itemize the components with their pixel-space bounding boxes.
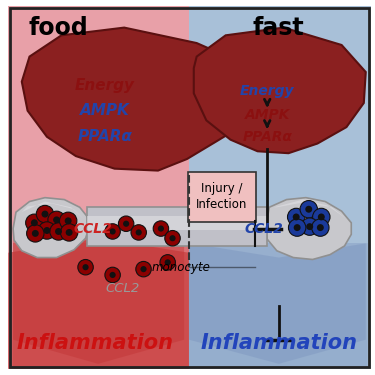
Circle shape: [31, 219, 38, 226]
Polygon shape: [22, 28, 261, 171]
Text: PPARα: PPARα: [78, 129, 132, 144]
Circle shape: [105, 224, 120, 239]
Circle shape: [110, 272, 116, 278]
Circle shape: [136, 261, 151, 277]
Circle shape: [165, 259, 171, 266]
FancyBboxPatch shape: [8, 6, 189, 369]
Text: monocyte: monocyte: [151, 261, 210, 274]
Polygon shape: [189, 243, 368, 369]
Circle shape: [170, 235, 176, 242]
Circle shape: [26, 214, 43, 231]
Text: Inflammation: Inflammation: [17, 333, 174, 352]
Text: Energy: Energy: [75, 78, 135, 93]
Circle shape: [27, 225, 44, 242]
Circle shape: [313, 208, 330, 226]
Circle shape: [123, 220, 129, 227]
Circle shape: [160, 255, 176, 270]
Text: Injury /
Infection: Injury / Infection: [196, 182, 248, 211]
Text: AMPK: AMPK: [80, 103, 130, 118]
Text: AMPK: AMPK: [244, 108, 290, 122]
Text: food: food: [28, 16, 88, 40]
Circle shape: [131, 225, 146, 240]
Circle shape: [317, 224, 324, 231]
Circle shape: [300, 201, 318, 218]
Circle shape: [32, 230, 39, 237]
Polygon shape: [13, 198, 89, 258]
Circle shape: [66, 229, 73, 236]
Polygon shape: [13, 243, 189, 369]
Polygon shape: [22, 201, 86, 221]
Polygon shape: [274, 200, 346, 219]
FancyBboxPatch shape: [189, 6, 370, 369]
Polygon shape: [194, 28, 366, 153]
Circle shape: [312, 219, 329, 236]
Circle shape: [318, 213, 325, 220]
Circle shape: [65, 217, 72, 224]
Circle shape: [118, 216, 134, 231]
FancyBboxPatch shape: [188, 171, 256, 222]
Circle shape: [36, 206, 54, 223]
Polygon shape: [13, 238, 184, 364]
Polygon shape: [189, 243, 366, 364]
Circle shape: [141, 266, 147, 272]
FancyBboxPatch shape: [87, 216, 267, 231]
Circle shape: [288, 219, 306, 236]
Circle shape: [38, 222, 56, 239]
Circle shape: [44, 227, 50, 234]
Text: Energy: Energy: [240, 84, 294, 98]
Circle shape: [105, 267, 120, 283]
Circle shape: [305, 206, 312, 213]
Text: CCL2: CCL2: [105, 282, 140, 295]
Circle shape: [288, 208, 305, 226]
Circle shape: [110, 228, 116, 234]
Circle shape: [136, 230, 142, 236]
Circle shape: [153, 221, 169, 236]
Circle shape: [42, 211, 48, 218]
Text: Inflammation: Inflammation: [200, 333, 357, 352]
Circle shape: [82, 264, 88, 270]
Circle shape: [48, 211, 65, 229]
Polygon shape: [8, 238, 189, 369]
Text: CCL2: CCL2: [74, 222, 113, 236]
Circle shape: [306, 223, 313, 230]
Text: fast: fast: [253, 16, 305, 40]
Circle shape: [294, 224, 301, 231]
Circle shape: [293, 213, 300, 220]
FancyBboxPatch shape: [87, 207, 267, 246]
Circle shape: [60, 212, 77, 230]
Circle shape: [50, 223, 67, 240]
Circle shape: [165, 231, 180, 246]
Circle shape: [301, 218, 318, 236]
Circle shape: [78, 260, 93, 275]
Circle shape: [60, 224, 78, 241]
Circle shape: [158, 225, 164, 232]
Polygon shape: [266, 198, 351, 260]
Circle shape: [53, 216, 60, 223]
Text: CCL2: CCL2: [245, 222, 284, 236]
Text: PPARα: PPARα: [242, 130, 292, 144]
Circle shape: [55, 228, 62, 235]
